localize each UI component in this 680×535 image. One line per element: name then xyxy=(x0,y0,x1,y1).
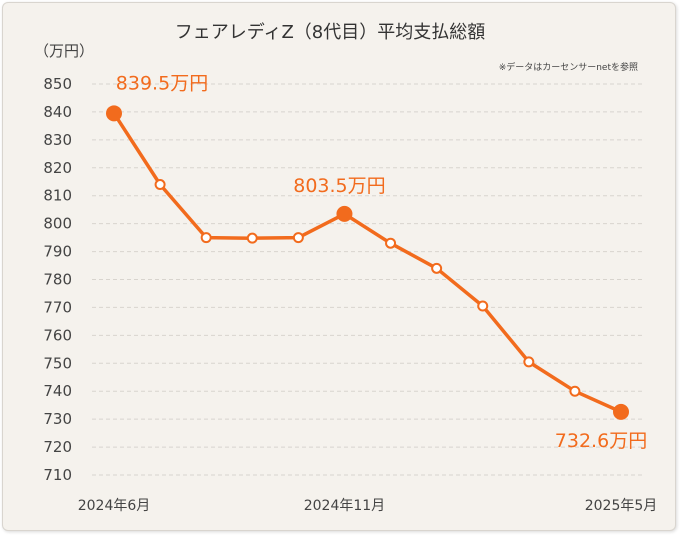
y-axis-ticks: 710 720 730 740 750 760 770 780 790 800 810 820 830 8… xyxy=(43,75,72,484)
callout-label: 803.5万円 xyxy=(293,175,385,197)
y-tick-label: 840 xyxy=(43,103,72,121)
gridlines xyxy=(92,83,645,476)
y-tick-label: 830 xyxy=(43,131,72,149)
y-tick-label: 770 xyxy=(43,298,72,316)
y-tick-label: 790 xyxy=(43,243,72,261)
y-tick-label: 820 xyxy=(43,159,72,177)
data-point xyxy=(154,179,166,191)
highlight-point xyxy=(336,205,353,222)
data-source-note: ※データはカーセンサーnetを参照 xyxy=(499,61,638,73)
y-tick-label: 780 xyxy=(43,271,72,289)
series-line xyxy=(112,111,623,414)
y-tick-label: 810 xyxy=(43,187,72,205)
y-tick-label: 800 xyxy=(43,215,72,233)
data-points xyxy=(106,105,629,420)
data-point xyxy=(200,232,212,244)
highlight-point xyxy=(613,403,629,420)
y-tick-label: 710 xyxy=(43,466,72,484)
y-tick-label: 720 xyxy=(43,438,72,456)
x-tick-label: 2025年5月 xyxy=(585,498,658,514)
data-point xyxy=(246,232,258,244)
chart-title: フェアレディZ（8代目）平均支払総額 xyxy=(175,22,486,43)
x-tick-label: 2024年11月 xyxy=(304,498,385,514)
x-axis-ticks: 2024年6月 2024年11月 2025年5月 xyxy=(78,498,658,514)
y-tick-label: 750 xyxy=(43,354,72,372)
data-point xyxy=(523,356,535,368)
y-tick-label: 740 xyxy=(43,382,72,400)
y-axis-unit-label: （万円） xyxy=(34,42,94,60)
y-tick-label: 760 xyxy=(43,326,72,344)
callout-label: 839.5万円 xyxy=(116,72,208,94)
x-tick-label: 2024年6月 xyxy=(78,498,151,514)
data-point xyxy=(431,262,443,274)
highlight-point xyxy=(106,105,122,122)
data-point xyxy=(477,300,489,312)
y-tick-label: 730 xyxy=(43,410,72,428)
callout-label: 732.6万円 xyxy=(555,430,647,452)
data-point xyxy=(385,237,397,249)
data-point xyxy=(292,232,304,244)
callout-labels: 839.5万円 803.5万円 732.6万円 xyxy=(116,72,647,452)
data-point xyxy=(569,385,581,397)
y-tick-label: 850 xyxy=(43,75,72,93)
series-line-group xyxy=(112,111,623,414)
